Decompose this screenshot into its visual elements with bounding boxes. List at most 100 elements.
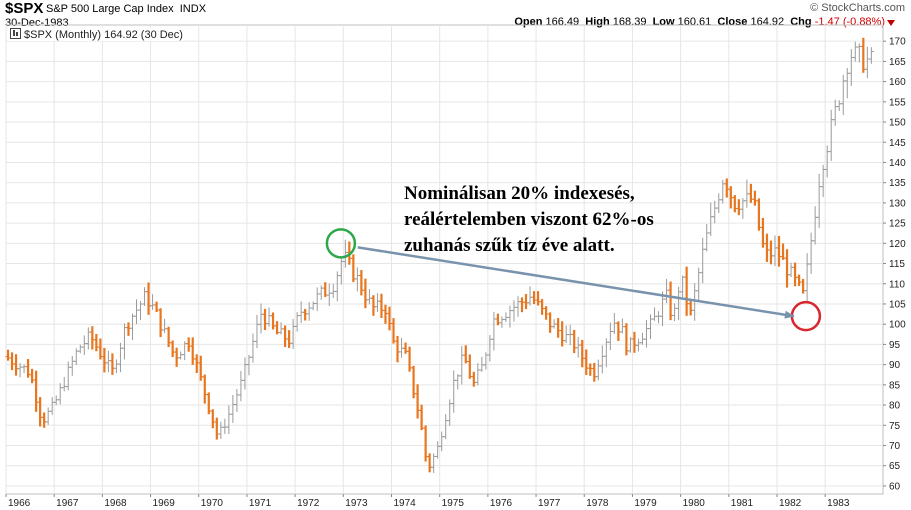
price-bar	[495, 313, 501, 326]
price-bar	[800, 278, 806, 294]
price-bar	[326, 283, 332, 307]
x-tick-label: 1972	[297, 498, 320, 509]
watermark: © StockCharts.com	[810, 2, 905, 14]
price-bar	[852, 41, 858, 62]
price-bar	[463, 345, 469, 364]
price-bar	[796, 274, 802, 286]
price-bar	[262, 308, 268, 330]
price-bar	[664, 278, 670, 304]
price-bar	[812, 206, 818, 245]
price-bar	[69, 355, 75, 376]
y-tick-label: 130	[889, 198, 906, 209]
price-bar	[254, 314, 260, 349]
annotation-marks	[325, 228, 822, 332]
exchange-label: INDX	[179, 3, 207, 15]
x-tick-label: 1981	[731, 498, 754, 509]
y-tick-label: 100	[889, 320, 906, 331]
price-bar	[382, 304, 388, 324]
price-bar	[170, 340, 176, 358]
y-tick-label: 105	[889, 299, 906, 310]
y-tick-label: 110	[889, 279, 905, 290]
price-bar	[109, 353, 115, 375]
x-tick-label: 1980	[683, 498, 706, 509]
price-bar	[587, 363, 593, 376]
price-bar	[366, 289, 372, 305]
price-bar	[635, 338, 641, 352]
price-bar	[595, 359, 601, 381]
price-bar	[844, 67, 850, 99]
annotation-line-1: Nominálisan 20% indexesés,	[404, 183, 635, 204]
price-bar	[788, 262, 794, 278]
price-bar	[780, 243, 786, 260]
x-tick-label: 1966	[8, 498, 31, 509]
price-bar	[190, 337, 196, 365]
price-bar	[178, 351, 184, 360]
price-bar	[828, 109, 834, 161]
price-bar	[792, 262, 798, 287]
price-bar	[37, 397, 43, 427]
y-tick-label: 65	[889, 461, 901, 472]
price-bar	[134, 299, 140, 324]
annotation-text: Nominálisan 20% indexesés, reálértelembe…	[404, 181, 704, 259]
symbol-label: $SPX	[5, 0, 44, 17]
price-bar	[57, 383, 63, 405]
price-bar	[354, 267, 360, 292]
price-bar	[258, 303, 264, 334]
price-bar	[575, 336, 581, 358]
price-bar	[647, 314, 653, 340]
y-axis: 60 65 70 75 80 85 90 95 100 105 110 115 120 125 130 135…	[883, 37, 906, 492]
x-tick-label: 1968	[104, 498, 127, 509]
price-bar	[860, 37, 866, 73]
x-tick-label: 1977	[538, 498, 561, 509]
price-bar	[65, 361, 71, 391]
price-bar	[768, 240, 774, 265]
price-bar	[732, 195, 738, 213]
price-bar	[511, 300, 517, 322]
price-bar	[515, 296, 521, 317]
legend: $SPX (Monthly) 164.92 (30 Dec)	[8, 28, 185, 41]
price-bar	[567, 325, 573, 346]
price-bar	[443, 414, 449, 440]
y-tick-label: 140	[889, 158, 906, 169]
price-bar	[752, 190, 758, 206]
price-bar	[816, 173, 822, 229]
price-bar	[81, 335, 87, 355]
price-bar	[270, 312, 276, 330]
x-tick-label: 1971	[249, 498, 272, 509]
price-bar	[374, 293, 380, 312]
price-bar	[158, 308, 164, 338]
price-bar	[599, 345, 605, 374]
price-bar	[652, 307, 658, 321]
price-bar	[764, 233, 770, 262]
y-tick-label: 80	[889, 401, 901, 412]
price-bar	[499, 316, 505, 328]
price-bar	[672, 303, 678, 322]
price-bar	[619, 318, 625, 334]
price-bar	[45, 407, 51, 425]
y-tick-label: 90	[889, 360, 901, 371]
price-bar	[748, 183, 754, 203]
legend-text: $SPX (Monthly) 164.92 (30 Dec)	[24, 29, 183, 41]
price-bar	[310, 301, 316, 311]
date-label: 30-Dec-1983	[5, 17, 69, 29]
trough-circle	[790, 300, 822, 332]
price-bar	[864, 46, 870, 79]
price-bar	[93, 333, 99, 352]
index-name: S&P 500 Large Cap Index INDX	[46, 3, 206, 15]
price-bar	[555, 318, 561, 338]
annotation-line-2: reálértelemben viszont 62%-os	[404, 209, 654, 230]
price-bar	[330, 283, 336, 298]
price-bar	[218, 421, 224, 439]
price-bar	[523, 294, 529, 310]
price-bars	[5, 37, 874, 473]
price-bar	[142, 287, 148, 306]
trend-arrow	[357, 246, 795, 319]
price-bar	[113, 359, 119, 374]
y-tick-label: 165	[889, 57, 906, 68]
price-bar	[475, 363, 481, 386]
price-bar	[543, 306, 549, 320]
price-bar	[33, 370, 39, 412]
price-bar	[848, 49, 854, 87]
price-bar	[559, 321, 565, 347]
